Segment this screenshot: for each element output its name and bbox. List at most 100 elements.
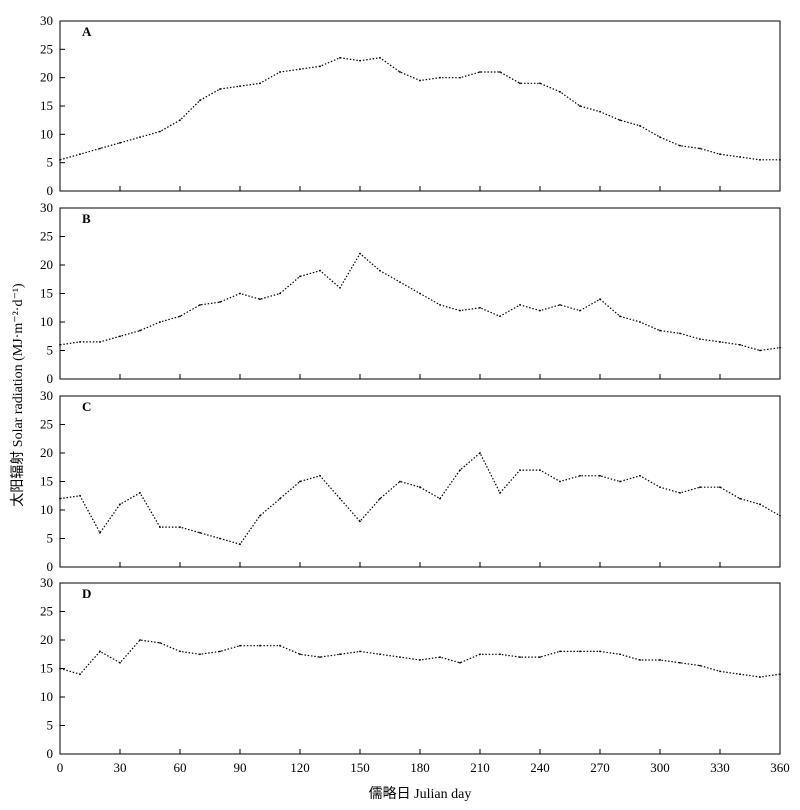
data-point	[459, 661, 461, 664]
data-point	[259, 82, 261, 85]
data-point	[719, 341, 721, 343]
data-point	[759, 158, 761, 161]
data-point	[199, 653, 201, 656]
data-point	[359, 59, 361, 62]
x-tick-label: 150	[350, 760, 370, 775]
data-point	[659, 136, 661, 139]
panel-frame	[59, 582, 781, 755]
data-point	[99, 531, 101, 534]
data-point	[379, 269, 381, 272]
data-point	[139, 639, 141, 641]
data-point	[759, 349, 761, 352]
y-tick-label: 20	[40, 445, 53, 460]
data-point	[639, 474, 641, 477]
y-tick-label: 10	[40, 126, 53, 141]
data-point	[439, 76, 441, 79]
panel-a: 0 5 10 15 20 25 30 A	[40, 13, 781, 198]
data-point	[359, 650, 361, 653]
data-point	[239, 85, 241, 88]
data-point	[379, 653, 381, 656]
data-point	[659, 486, 661, 489]
x-tick-label: 270	[590, 760, 610, 775]
y-tick-label: 5	[47, 343, 54, 358]
data-point	[519, 82, 521, 85]
data-point	[59, 343, 61, 346]
data-point	[339, 497, 341, 500]
data-point	[639, 321, 641, 323]
data-point	[459, 469, 461, 471]
y-tick-label: 20	[40, 70, 53, 85]
data-point	[759, 676, 761, 678]
data-point	[539, 469, 541, 471]
y-tick-label: 10	[40, 502, 53, 517]
x-tick-label: 90	[234, 760, 247, 775]
data-point	[559, 304, 561, 306]
data-point	[199, 531, 201, 534]
y-tick-label: 0	[47, 746, 54, 761]
series-line	[59, 252, 781, 352]
data-point	[199, 304, 201, 306]
y-axis-title: 太阳辐射 Solar radiation (MJ·m⁻²·d⁻¹)	[10, 283, 26, 507]
data-point	[679, 492, 681, 494]
y-tick-label: 10	[40, 689, 53, 704]
panel-label: A	[82, 24, 92, 39]
data-point	[619, 480, 621, 483]
data-point	[239, 543, 241, 546]
y-tick-label: 15	[40, 661, 53, 676]
x-tick-label: 30	[114, 760, 127, 775]
data-point	[539, 656, 541, 658]
y-tick-label: 25	[40, 41, 53, 56]
data-point	[119, 335, 121, 338]
data-point	[779, 158, 781, 161]
data-point	[399, 656, 401, 658]
data-point	[779, 673, 781, 676]
panel-c: 0 5 10 15 20 25 30 C	[40, 388, 781, 574]
data-point	[399, 71, 401, 73]
data-point	[779, 346, 781, 349]
data-point	[439, 656, 441, 658]
data-point	[659, 659, 661, 661]
data-point	[579, 650, 581, 653]
x-tick-label: 360	[770, 760, 790, 775]
data-point	[479, 452, 481, 454]
data-point	[459, 76, 461, 79]
data-point	[619, 119, 621, 122]
data-point	[579, 105, 581, 107]
data-point	[739, 673, 741, 676]
data-point	[699, 486, 701, 489]
data-point	[419, 659, 421, 661]
y-tick-label: 20	[40, 632, 53, 647]
data-point	[599, 298, 601, 301]
data-point	[239, 644, 241, 647]
data-point	[699, 147, 701, 150]
data-point	[219, 537, 221, 540]
x-tick-label: 60	[174, 760, 187, 775]
panel-label: D	[82, 586, 91, 601]
y-tick-label: 5	[47, 155, 54, 170]
data-point	[79, 153, 81, 156]
data-point	[159, 321, 161, 323]
data-point	[139, 329, 141, 332]
data-point	[419, 79, 421, 82]
data-point	[319, 474, 321, 477]
y-tick-label: 30	[40, 575, 53, 590]
data-point	[279, 644, 281, 647]
data-point	[79, 494, 81, 497]
data-point	[419, 486, 421, 489]
data-point	[559, 90, 561, 93]
data-point	[539, 82, 541, 85]
data-point	[219, 88, 221, 90]
panel-label: B	[82, 211, 91, 226]
data-point	[639, 124, 641, 127]
data-point	[679, 144, 681, 147]
data-point	[639, 659, 641, 661]
y-tick-label: 30	[40, 200, 53, 215]
series-line	[59, 57, 780, 161]
data-point	[119, 141, 121, 144]
data-point	[339, 653, 341, 656]
data-point	[399, 281, 401, 283]
series-line	[59, 639, 781, 678]
data-point	[199, 99, 201, 102]
data-point	[499, 653, 501, 656]
